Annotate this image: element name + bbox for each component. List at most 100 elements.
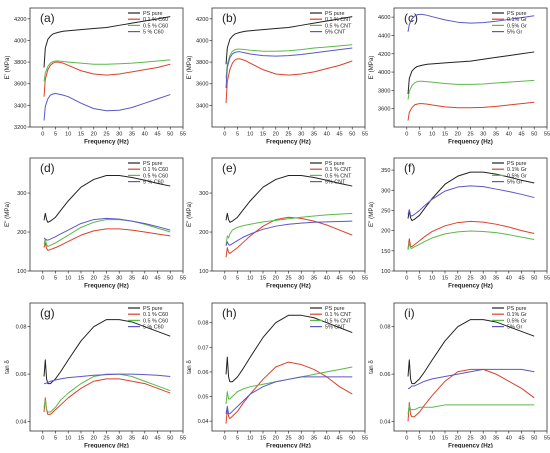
x-tick-label: 55: [180, 132, 186, 138]
x-tick-label: 50: [349, 276, 355, 282]
chart-panel-a: 0 5 10 15 20 25 30 35 40 45 50 55 3200 3400 3600 3800 40…: [4, 7, 186, 146]
x-tick-label: 20: [91, 436, 97, 442]
x-tick-label: 10: [429, 436, 435, 442]
x-tick-label: 30: [298, 132, 304, 138]
x-tick-label: 55: [544, 436, 550, 442]
x-tick-label: 30: [298, 276, 304, 282]
chart-panel-e: 0 5 10 15 20 25 30 35 40 45 50 55 100 200 300 Frequency…: [186, 157, 368, 290]
y-tick-label: 100: [381, 269, 390, 275]
y-tick-label: 4200: [14, 17, 26, 23]
legend-entry: 5% Gr: [507, 325, 522, 331]
x-tick-label: 40: [324, 276, 330, 282]
series-line-ps-pure: [43, 16, 171, 68]
x-tick-label: 5: [418, 276, 421, 282]
y-axis-label: tan δ: [186, 360, 193, 374]
x-tick-label: 30: [480, 132, 486, 138]
legend-entry: 5% Gr: [507, 30, 522, 36]
y-tick-label: 3600: [14, 82, 26, 88]
y-tick-label: 3400: [196, 103, 208, 109]
x-tick-label: 45: [518, 276, 524, 282]
x-tick-label: 15: [442, 436, 448, 442]
legend-entry: PS pure: [325, 11, 344, 17]
x-tick-label: 45: [154, 276, 160, 282]
x-tick-label: 5: [236, 276, 239, 282]
y-tick-label: 0.04: [16, 420, 27, 426]
legend-entry: 5% Gr: [507, 180, 522, 186]
series-line-0-5-c60: [43, 373, 171, 413]
x-tick-label: 45: [518, 132, 524, 138]
series-line-0-5-cnt: [225, 212, 353, 246]
legend-entry: PS pure: [507, 161, 526, 167]
legend-entry: 0.5% Gr: [507, 173, 527, 179]
x-tick-label: 35: [129, 132, 135, 138]
panel-label: (b): [222, 11, 237, 25]
x-tick-label: 20: [455, 276, 461, 282]
chart-panel-b: 0 5 10 15 20 25 30 35 40 45 50 55 3400 3600 3800 4000 42…: [186, 7, 368, 146]
x-tick-label: 45: [154, 132, 160, 138]
legend-entry: PS pure: [325, 306, 344, 312]
y-axis-label: E' (MPa): [368, 56, 375, 80]
x-tick-label: 15: [78, 276, 84, 282]
x-tick-label: 30: [480, 436, 486, 442]
x-axis-label: Frequency (Hz): [84, 283, 129, 290]
legend-entry: PS pure: [143, 11, 162, 17]
x-tick-label: 15: [78, 132, 84, 138]
series-line-0-1-gr: [407, 220, 535, 249]
y-tick-label: 250: [381, 208, 390, 214]
x-tick-label: 0: [223, 132, 226, 138]
y-tick-label: 3600: [196, 82, 208, 88]
x-tick-label: 15: [442, 276, 448, 282]
legend-entry: 5% CNT: [325, 180, 346, 186]
x-tick-label: 55: [362, 132, 368, 138]
legend-entry: 0.1% Gr: [507, 167, 527, 173]
x-tick-label: 0: [223, 276, 226, 282]
x-tick-label: 45: [518, 436, 524, 442]
x-tick-label: 50: [531, 276, 537, 282]
y-tick-label: 3800: [378, 88, 390, 94]
x-tick-label: 40: [506, 132, 512, 138]
series-line-5-cnt: [225, 47, 353, 89]
x-tick-label: 15: [260, 276, 266, 282]
chart-panel-g: 0 5 10 15 20 25 30 35 40 45 50 55 0.04 0.06 0.08 Freque…: [4, 302, 186, 450]
x-tick-label: 35: [311, 436, 317, 442]
legend-entry: 5% CNT: [325, 325, 346, 331]
legend-entry: 0.1 % CNT: [325, 167, 352, 173]
panel-label: (d): [40, 161, 55, 175]
y-tick-label: 4200: [378, 52, 390, 58]
x-tick-label: 35: [129, 276, 135, 282]
x-tick-label: 25: [467, 276, 473, 282]
x-tick-label: 20: [273, 436, 279, 442]
panel-label: (e): [222, 161, 237, 175]
x-tick-label: 25: [467, 132, 473, 138]
x-tick-label: 40: [506, 436, 512, 442]
panel-label: (a): [40, 11, 55, 25]
series-line-0-1-cnt: [225, 361, 353, 424]
x-tick-label: 30: [116, 132, 122, 138]
series-line-5-gr: [408, 368, 535, 389]
x-tick-label: 35: [311, 132, 317, 138]
x-tick-label: 50: [349, 132, 355, 138]
legend-entry: 5% CNT: [325, 30, 346, 36]
x-axis-label: Frequency (Hz): [84, 139, 129, 146]
legend-entry: PS pure: [143, 161, 162, 167]
legend-entry: 0.1 % C60: [143, 167, 168, 173]
x-tick-label: 45: [154, 436, 160, 442]
x-tick-label: 0: [405, 436, 408, 442]
y-tick-label: 0.04: [198, 419, 209, 425]
x-tick-label: 10: [247, 436, 253, 442]
y-tick-label: 100: [199, 269, 208, 275]
x-tick-label: 20: [273, 132, 279, 138]
series-line-0-5-cnt: [225, 44, 353, 79]
x-tick-label: 5: [54, 276, 57, 282]
series-line-ps-pure: [43, 319, 171, 385]
legend-entry: 0.1 % C60: [143, 312, 168, 318]
x-tick-label: 45: [336, 276, 342, 282]
x-tick-label: 0: [41, 436, 44, 442]
x-axis-label: Frequency (Hz): [84, 443, 129, 449]
series-line-0-1-gr: [407, 368, 535, 422]
x-tick-label: 15: [442, 132, 448, 138]
y-tick-label: 4200: [196, 17, 208, 23]
y-tick-label: 200: [17, 230, 26, 236]
y-axis-label: tan δ: [4, 360, 11, 374]
legend-entry: 0.1 % CNT: [325, 312, 352, 318]
